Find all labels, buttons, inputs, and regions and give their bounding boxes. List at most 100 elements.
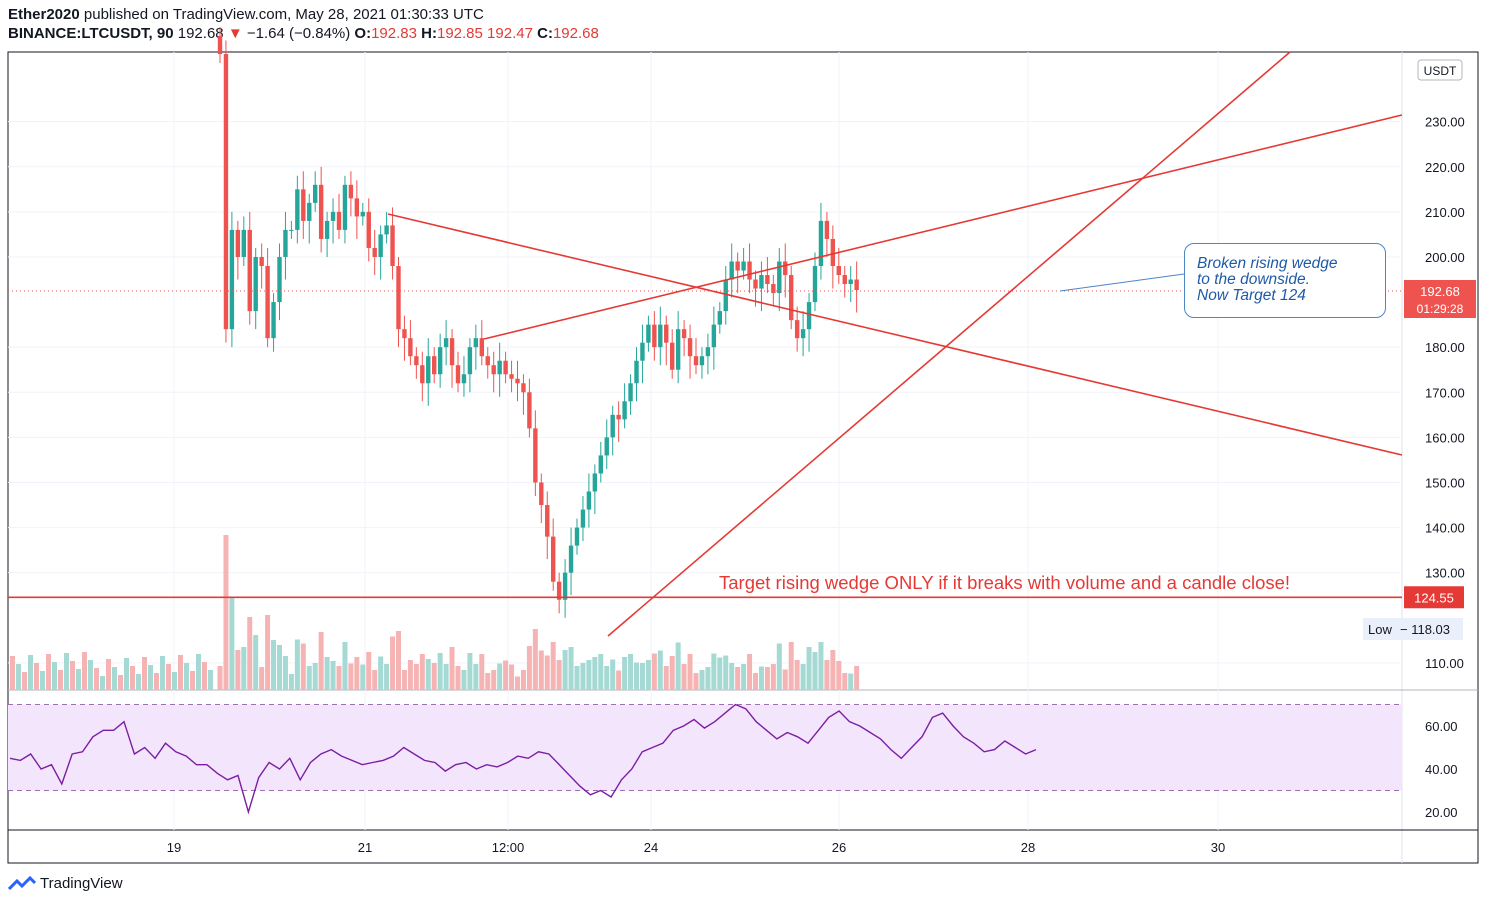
volume-bar [160, 656, 165, 690]
volume-bar [657, 650, 663, 690]
candle-body [806, 302, 812, 330]
volume-bar [425, 659, 431, 690]
target-annotation[interactable]: Target rising wedge ONLY if it breaks wi… [719, 572, 1291, 593]
candle-body [313, 184, 318, 203]
candle-body [324, 220, 330, 239]
candle-body [687, 338, 693, 357]
volume-bar [515, 676, 520, 690]
volume-bar [318, 632, 324, 690]
candle-body [455, 365, 461, 384]
candle-body [610, 414, 615, 438]
candle-body [789, 275, 794, 321]
candle-body [586, 491, 592, 510]
volume-bar [723, 655, 729, 690]
last-price-badge-value: 192.68 [1420, 284, 1460, 299]
volume-bar [526, 646, 532, 690]
volume-bar [223, 535, 229, 690]
price-tick-label: 140.00 [1425, 521, 1465, 536]
candle-body [848, 279, 853, 285]
volume-bar [747, 654, 753, 690]
volume-bar [16, 664, 21, 690]
candle-body [301, 189, 306, 221]
volume-bar [520, 670, 526, 690]
volume-bar [235, 650, 241, 690]
candle-body [229, 229, 235, 330]
candle-body [562, 572, 568, 600]
low-value: 192.47 [487, 25, 533, 42]
candle-body [783, 261, 788, 276]
candle-body [628, 383, 633, 402]
volume-bar [556, 660, 562, 690]
volume-bar [148, 665, 153, 690]
candle-body [765, 275, 770, 285]
volume-bar [342, 642, 348, 690]
volume-bar [443, 664, 449, 690]
author-name[interactable]: Ether2020 [8, 6, 80, 23]
volume-bar [166, 664, 171, 690]
candle-body [485, 356, 490, 366]
candle-body [842, 275, 847, 285]
candle-body [634, 360, 639, 384]
candle-body [830, 238, 836, 267]
candle-body [235, 229, 241, 257]
volume-bar [598, 654, 604, 690]
volume-bar [112, 667, 117, 690]
candle-body [818, 220, 824, 267]
candle-body [497, 360, 502, 375]
rsi-tick-label: 40.00 [1425, 762, 1458, 777]
volume-bar [419, 654, 425, 690]
candle-body [545, 505, 550, 537]
annotation-callout[interactable]: Broken rising wedge to the downside. Now… [1184, 243, 1386, 318]
volume-bar [473, 664, 479, 690]
high-value: 192.85 [436, 25, 483, 42]
candle-body [402, 329, 407, 339]
volume-bar [580, 663, 586, 690]
candle-body [241, 229, 246, 257]
tradingview-logo[interactable]: TradingView [8, 875, 123, 892]
candle-body [747, 261, 752, 280]
volume-bar [461, 670, 467, 690]
volume-bar [154, 673, 159, 690]
volume-bar [22, 672, 27, 690]
volume-bar [538, 650, 544, 690]
candle-body [729, 261, 734, 280]
price-tick-label: 150.00 [1425, 475, 1465, 490]
symbol-label[interactable]: BINANCE:LTCUSDT, 90 [8, 25, 174, 42]
volume-bar [562, 650, 568, 690]
volume-bar [312, 663, 318, 690]
callout-line-2: to the downside. [1197, 271, 1310, 288]
volume-bar [407, 660, 413, 690]
volume-bar [354, 657, 360, 690]
candle-body [360, 211, 365, 217]
candle-body [854, 279, 859, 290]
volume-bar [610, 659, 616, 690]
price-change: −1.64 (−0.84%) [246, 25, 351, 42]
volume-bar [253, 635, 259, 690]
volume-bar [390, 636, 396, 690]
candle-body [777, 261, 782, 294]
volume-bar [818, 642, 824, 690]
tradingview-icon [8, 875, 36, 890]
volume-bar [544, 655, 550, 690]
volume-bar [639, 663, 645, 690]
candle-body [437, 347, 443, 375]
candle-body [277, 256, 282, 303]
callout-line-1: Broken rising wedge [1197, 255, 1338, 272]
price-tick-label: 200.00 [1425, 250, 1465, 265]
candle-body [580, 509, 586, 528]
candle-body [515, 378, 520, 384]
volume-bar [800, 664, 806, 690]
candle-body [408, 338, 413, 357]
volume-bar [118, 675, 123, 690]
candle-body [527, 392, 532, 429]
volume-bar [651, 653, 657, 690]
volume-bar [52, 662, 57, 690]
volume-bar [830, 650, 836, 690]
candle-body [473, 338, 479, 348]
volume-bar [306, 666, 312, 690]
candle-body [426, 356, 431, 384]
candle-body [449, 338, 455, 366]
time-tick-label: 12:00 [492, 840, 525, 855]
volume-bar [711, 653, 717, 690]
